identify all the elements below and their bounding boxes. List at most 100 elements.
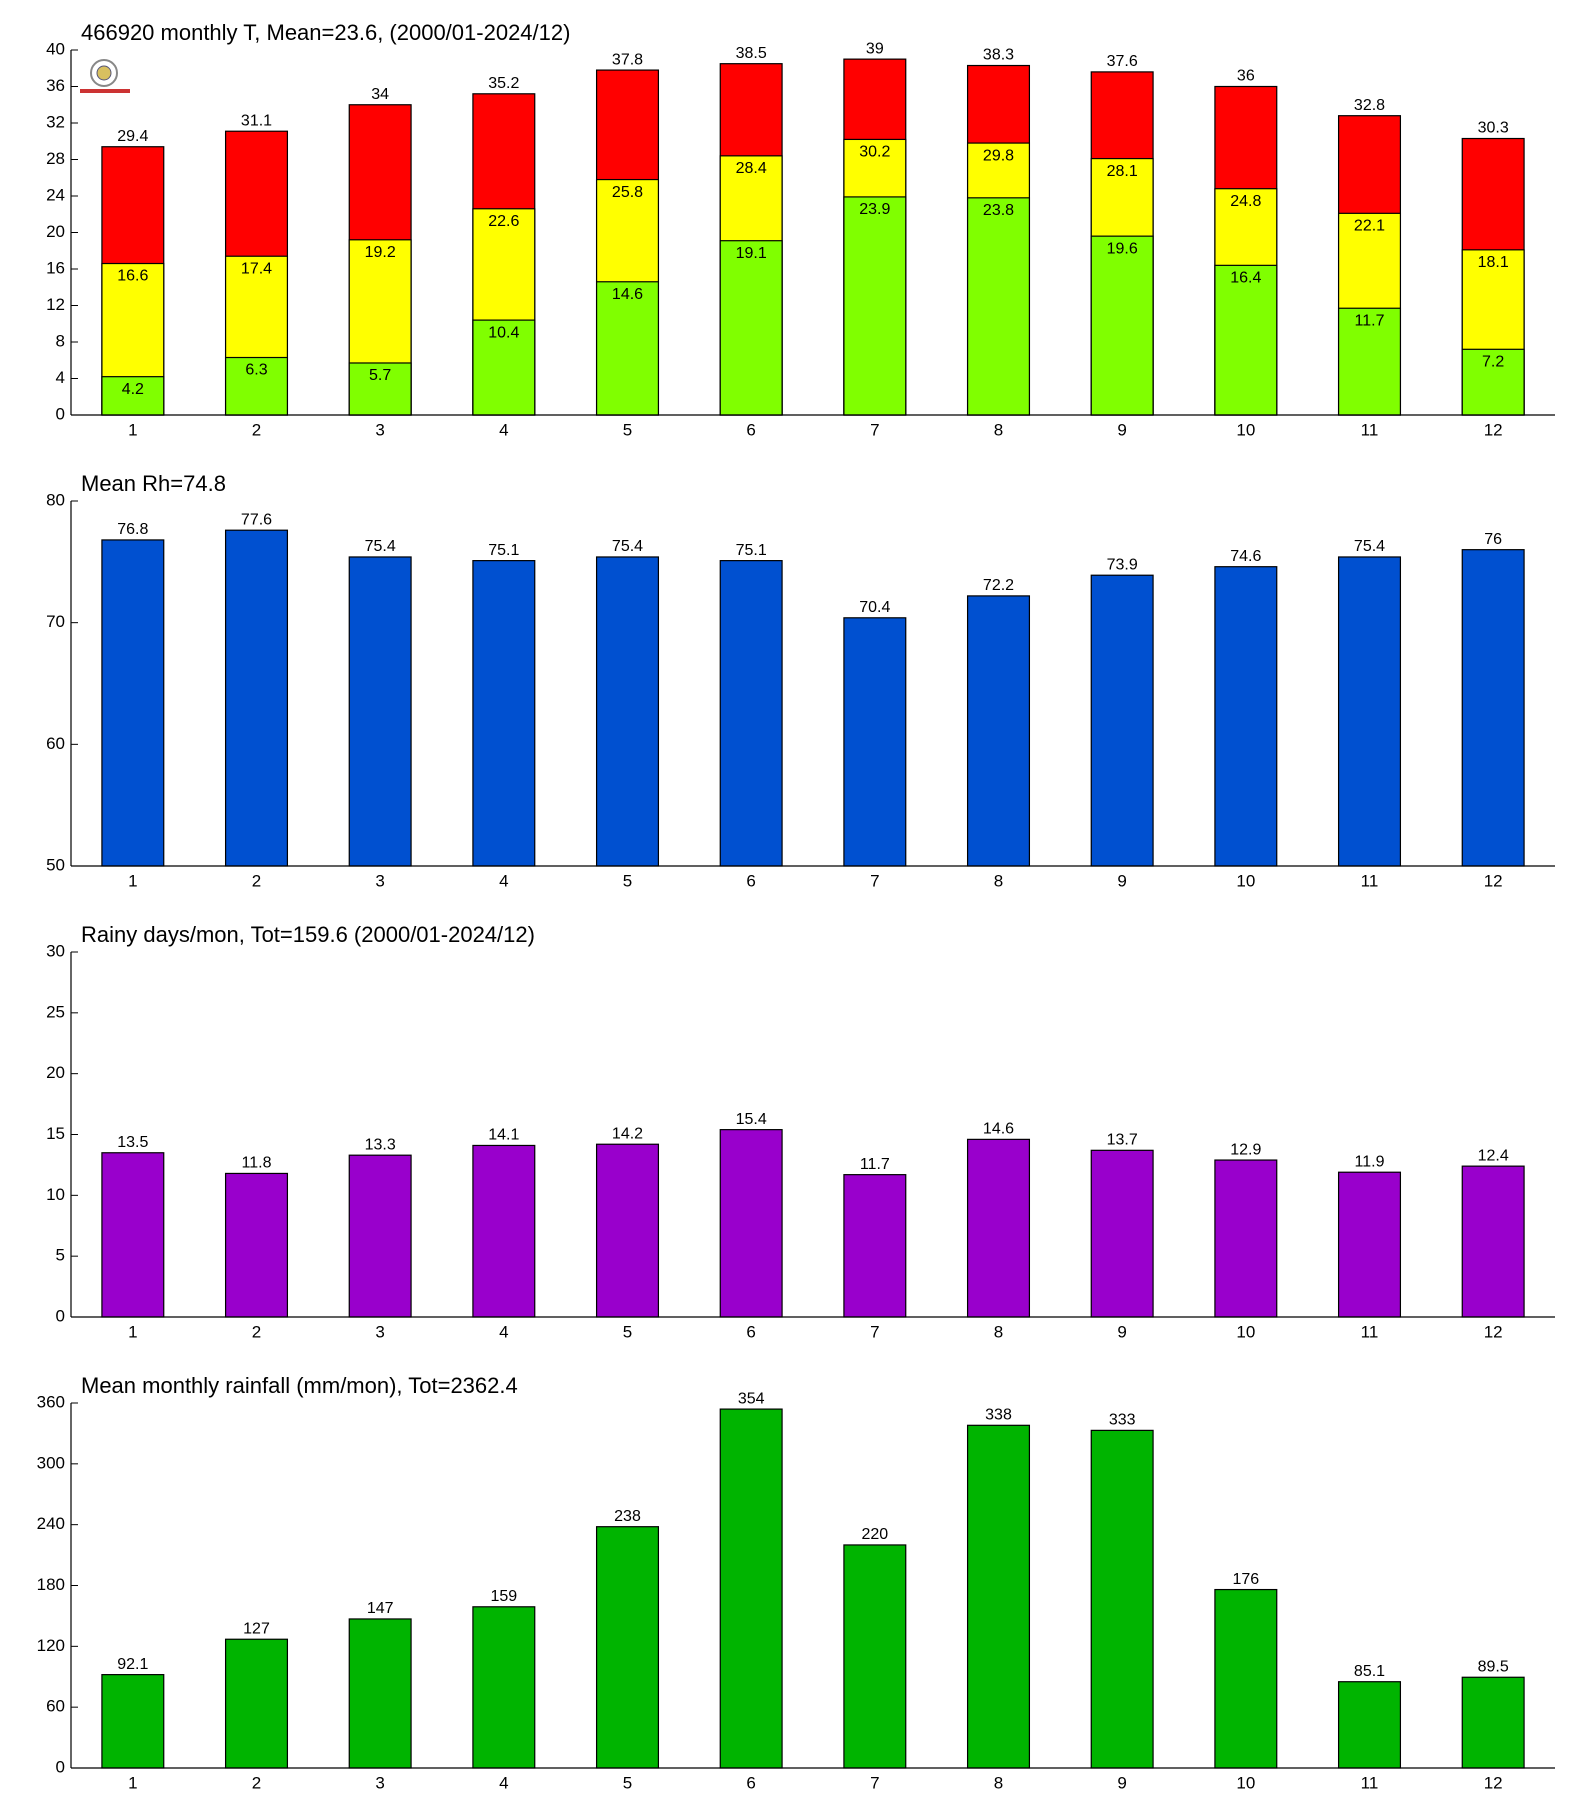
bar: [966, 197, 1031, 416]
y-tick-label: 12: [46, 295, 65, 314]
bar: [101, 1674, 165, 1769]
data-label: 19.1: [736, 245, 767, 262]
x-tick-label: 2: [252, 420, 261, 439]
y-tick-label: 4: [56, 368, 65, 387]
data-label: 11.8: [242, 1155, 272, 1172]
y-tick-label: 240: [37, 1514, 65, 1533]
data-label: 75.4: [365, 538, 396, 555]
data-label: 14.6: [612, 286, 643, 303]
y-tick-label: 24: [46, 185, 65, 204]
data-label: 73.9: [1107, 556, 1138, 573]
bar: [1337, 307, 1402, 416]
data-label: 14.6: [983, 1121, 1014, 1138]
data-label: 76: [1484, 531, 1502, 548]
bar: [224, 1638, 289, 1769]
data-label: 17.4: [241, 260, 272, 277]
bar: [1461, 549, 1525, 867]
x-tick-label: 2: [252, 871, 261, 890]
bar: [1461, 1165, 1525, 1318]
y-tick-label: 30: [46, 941, 65, 960]
x-tick-label: 3: [375, 420, 384, 439]
logo: [80, 59, 130, 93]
bar: [224, 1172, 289, 1318]
y-tick-label: 70: [46, 612, 65, 631]
y-tick-label: 0: [56, 404, 65, 423]
y-tick-label: 300: [37, 1453, 65, 1472]
data-label: 37.6: [1107, 53, 1138, 70]
x-tick-label: 6: [746, 1773, 755, 1792]
y-tick-label: 180: [37, 1575, 65, 1594]
bar: [101, 539, 165, 867]
data-label: 72.2: [983, 577, 1014, 594]
x-tick-label: 7: [870, 420, 879, 439]
x-tick-label: 8: [994, 1322, 1003, 1341]
data-label: 238: [614, 1508, 641, 1525]
x-tick-label: 3: [375, 871, 384, 890]
bar: [595, 281, 660, 416]
bar: [348, 1618, 412, 1769]
x-tick-label: 12: [1484, 1322, 1503, 1341]
x-tick-label: 12: [1484, 871, 1503, 890]
bar: [224, 529, 289, 867]
bar: [595, 1143, 660, 1318]
chart-title: 466920 monthly T, Mean=23.6, (2000/01-20…: [81, 20, 570, 45]
x-tick-label: 7: [870, 1773, 879, 1792]
bar: [472, 560, 536, 867]
bar: [719, 1408, 783, 1769]
x-tick-label: 10: [1236, 1773, 1255, 1792]
data-label: 176: [1232, 1571, 1259, 1588]
data-label: 37.8: [612, 51, 643, 68]
data-label: 14.2: [612, 1125, 643, 1142]
x-tick-label: 6: [746, 1322, 755, 1341]
x-tick-label: 6: [746, 420, 755, 439]
bar: [224, 356, 289, 416]
x-tick-label: 5: [623, 420, 632, 439]
y-tick-label: 10: [46, 1185, 65, 1204]
bar: [1214, 1588, 1278, 1769]
x-tick-label: 10: [1236, 1322, 1255, 1341]
x-tick-label: 8: [994, 1773, 1003, 1792]
bar: [1461, 348, 1525, 416]
x-tick-label: 8: [994, 420, 1003, 439]
data-label: 23.9: [859, 201, 890, 218]
data-label: 5.7: [369, 367, 391, 384]
bar: [1337, 1171, 1402, 1318]
x-tick-label: 1: [128, 871, 137, 890]
data-label: 36: [1237, 68, 1255, 85]
x-tick-label: 5: [623, 1322, 632, 1341]
bar: [1090, 1149, 1154, 1318]
data-label: 16.6: [117, 268, 148, 285]
data-label: 32.8: [1354, 97, 1385, 114]
x-tick-label: 12: [1484, 420, 1503, 439]
bar: [719, 1129, 783, 1318]
data-label: 70.4: [859, 599, 890, 616]
data-label: 28.4: [736, 160, 767, 177]
bar: [1214, 566, 1278, 867]
data-label: 13.7: [1107, 1132, 1138, 1149]
y-tick-label: 36: [46, 76, 65, 95]
bar: [348, 1154, 412, 1318]
data-label: 23.8: [983, 202, 1014, 219]
data-label: 220: [861, 1526, 888, 1543]
y-tick-label: 5: [56, 1246, 65, 1265]
y-tick-label: 360: [37, 1392, 65, 1411]
x-tick-label: 3: [375, 1773, 384, 1792]
data-label: 19.2: [365, 244, 396, 261]
y-tick-label: 60: [46, 734, 65, 753]
y-tick-label: 60: [46, 1697, 65, 1716]
y-tick-label: 0: [56, 1757, 65, 1776]
data-label: 12.4: [1478, 1147, 1509, 1164]
bar: [101, 1152, 165, 1318]
y-tick-label: 25: [46, 1002, 65, 1021]
bar: [1337, 1681, 1402, 1769]
bar: [1214, 1159, 1278, 1318]
bar: [1090, 1429, 1154, 1769]
x-tick-label: 9: [1117, 1773, 1126, 1792]
data-label: 16.4: [1230, 270, 1261, 287]
data-label: 4.2: [122, 381, 144, 398]
x-tick-label: 12: [1484, 1773, 1503, 1792]
y-tick-label: 15: [46, 1124, 65, 1143]
bar: [595, 556, 660, 867]
data-label: 24.8: [1230, 193, 1261, 210]
